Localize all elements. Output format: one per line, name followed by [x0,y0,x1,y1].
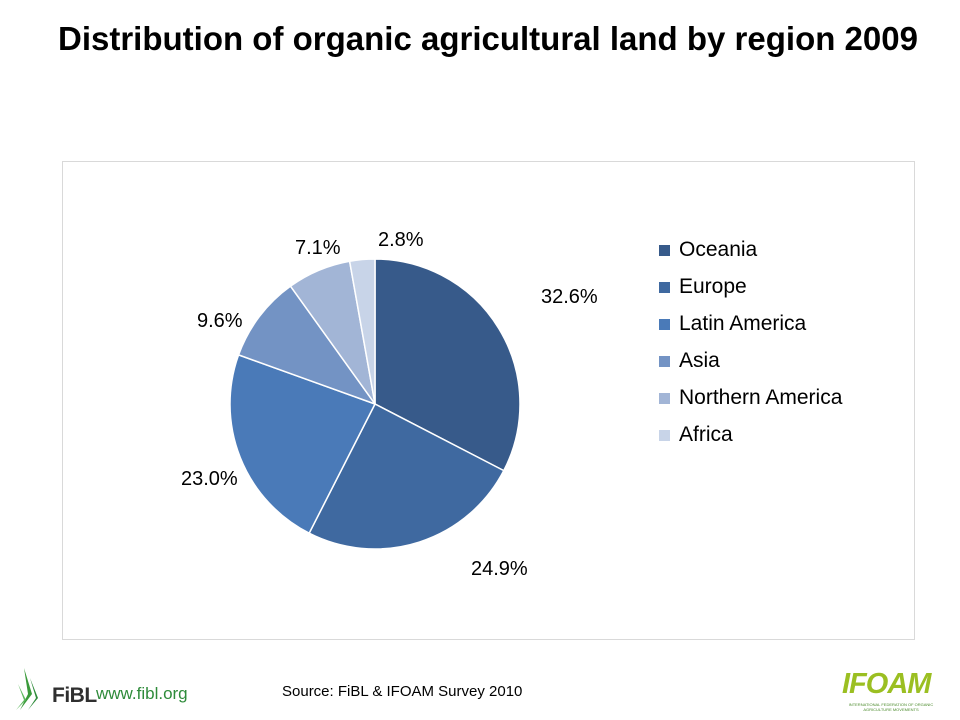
chart-legend: Oceania Europe Latin America Asia Northern A… [659,226,842,459]
source-note: Source: FiBL & IFOAM Survey 2010 [282,683,523,700]
data-label-oceania: 32.6% [541,286,598,308]
fibl-website-link[interactable]: www.fibl.org [96,684,188,703]
fibl-leaf-icon [16,668,38,710]
legend-swatch [659,355,670,367]
pie-slice-latin-america [229,353,377,535]
pie-labels: 32.6% 24.9% 23.0% 9.6% 7.1% 2.8% [181,229,598,580]
pie-slice-africa [348,258,376,405]
legend-swatch [659,281,670,293]
pie-slices [229,258,521,550]
legend-label: Latin America [679,312,807,335]
legend-item-northern-america: Northern America [659,374,842,422]
legend-item-asia: Asia [659,337,842,385]
legend-label: Africa [679,423,733,446]
data-label-northern-america: 7.1% [295,237,341,259]
legend-swatch [659,318,670,330]
ifoam-logo-subtitle: INTERNATIONAL FEDERATION OF ORGANIC AGRI… [848,702,934,712]
legend-item-latin-america: Latin America [659,300,842,348]
pie-slice-asia [237,285,378,406]
data-label-latin-america: 23.0% [181,468,238,490]
pie-slice-oceania [374,258,521,472]
legend-label: Asia [679,349,720,372]
pie-chart: 32.6% 24.9% 23.0% 9.6% 7.1% 2.8% [181,229,598,580]
legend-item-europe: Europe [659,263,842,311]
data-label-europe: 24.9% [471,558,528,580]
legend-swatch [659,392,670,404]
fibl-logo-text: FiBL [52,684,97,707]
legend-item-oceania: Oceania [659,226,842,274]
ifoam-logo-text: IFOAM [842,668,931,700]
legend-swatch [659,244,670,256]
data-label-africa: 2.8% [378,229,424,251]
legend-item-africa: Africa [659,411,842,459]
legend-swatch [659,429,670,441]
data-label-asia: 9.6% [197,310,243,332]
legend-label: Northern America [679,386,843,409]
fibl-logo: FiBL [14,664,97,712]
legend-label: Oceania [679,238,758,261]
slide-title: Distribution of organic agricultural lan… [58,20,918,57]
chart-area: 32.6% 24.9% 23.0% 9.6% 7.1% 2.8% Oceania Europ… [62,161,915,640]
ifoam-logo: IFOAM INTERNATIONAL FEDERATION OF ORGANI… [842,668,938,718]
legend-label: Europe [679,275,747,298]
pie-slice-europe [308,402,505,550]
